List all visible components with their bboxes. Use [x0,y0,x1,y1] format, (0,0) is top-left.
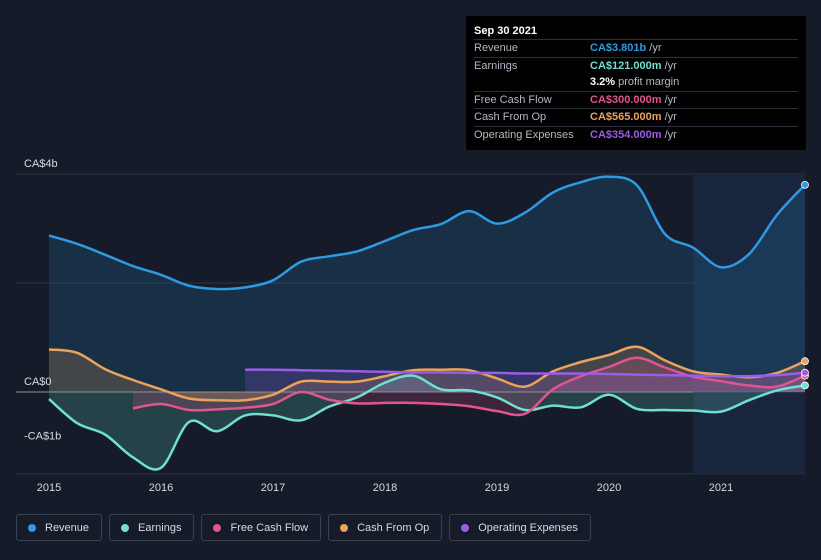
legend-label: Revenue [45,521,90,534]
earnings-end-marker [801,381,809,390]
legend-label: Free Cash Flow [230,521,309,534]
tooltip-row: Operating Expenses CA$354.000m/yr [474,125,798,144]
legend-dot-icon [213,523,222,532]
earnings-area [49,375,805,470]
revenue-area [49,176,805,392]
legend-label: Operating Expenses [478,521,578,534]
tooltip-value: CA$354.000m [590,128,662,141]
free-cash-flow-area [133,357,805,416]
forecast-shade [693,174,805,474]
revenue-end-marker [801,180,809,189]
y-axis-labels: CA$4b CA$0 -CA$1b [24,158,61,443]
x-tick-label: 2020 [597,482,621,494]
legend-label: Cash From Op [357,521,430,534]
x-tick-label: 2015 [37,482,61,494]
cash-from-op-area [49,346,805,401]
legend-item-operating-expenses[interactable]: Operating Expenses [449,514,591,541]
tooltip-label [474,74,590,91]
tooltip-label: Earnings [474,59,518,72]
tooltip-row: Cash From Op CA$565.000m/yr [474,108,798,126]
legend-label: Earnings [138,521,182,534]
x-tick-label: 2016 [149,482,173,494]
tooltip-value: CA$121.000m [590,59,662,72]
y-tick-label: CA$0 [24,376,52,388]
operating-expenses-end-marker [801,368,809,377]
tooltip-unit: profit margin [618,76,680,89]
x-tick-label: 2017 [261,482,285,494]
y-tick-label: -CA$1b [24,431,61,443]
tooltip-unit: /yr [664,93,677,106]
tooltip-unit: /yr [649,42,662,54]
legend-item-free-cash-flow[interactable]: Free Cash Flow [201,514,322,541]
tooltip-unit: /yr [664,111,677,124]
grid-lines [16,173,805,475]
operating-expenses-line [244,368,806,378]
tooltip-label: Revenue [474,42,519,54]
data-tooltip: Sep 30 2021 Revenue CA$3.801b/yr Earnings C… [466,16,806,150]
cash-from-op-end-marker [801,357,809,366]
legend-dot-icon [28,523,36,532]
x-axis-labels: 2015 2016 2017 2018 2019 2020 2021 [37,482,733,494]
tooltip-row: Free Cash Flow CA$300.000m/yr [474,90,798,109]
y-tick-label: CA$4b [24,158,58,170]
cash-from-op-line [48,345,806,402]
chart-legend: Revenue Earnings Free Cash Flow Cash From O… [16,514,591,541]
x-tick-label: 2019 [485,482,509,494]
earnings-line [48,374,806,471]
tooltip-row: 3.2% profit margin [474,74,798,91]
series-lines [48,175,806,471]
tooltip-value: CA$300.000m [590,93,662,106]
tooltip-value: 3.2% [590,76,616,89]
tooltip-value: CA$3.801b [590,42,647,54]
tooltip-row: Revenue CA$3.801b/yr [474,39,798,57]
x-tick-label: 2021 [709,482,733,494]
tooltip-label: Free Cash Flow [474,93,552,106]
legend-dot-icon [121,523,130,532]
series-areas [49,176,805,470]
legend-item-earnings[interactable]: Earnings [109,514,195,541]
series-end-markers [801,180,809,390]
tooltip-row: Earnings CA$121.000m/yr [474,56,798,75]
tooltip-value: CA$565.000m [590,111,662,124]
tooltip-label: Cash From Op [474,111,547,124]
legend-item-revenue[interactable]: Revenue [16,514,103,541]
tooltip-date: Sep 30 2021 [474,25,537,37]
tooltip-label: Operating Expenses [474,128,574,141]
legend-dot-icon [461,523,470,532]
revenue-line [48,175,806,291]
legend-dot-icon [340,523,349,532]
x-tick-label: 2018 [373,482,397,494]
legend-item-cash-from-op[interactable]: Cash From Op [328,514,443,541]
tooltip-unit: /yr [664,59,677,72]
tooltip-unit: /yr [664,128,677,141]
